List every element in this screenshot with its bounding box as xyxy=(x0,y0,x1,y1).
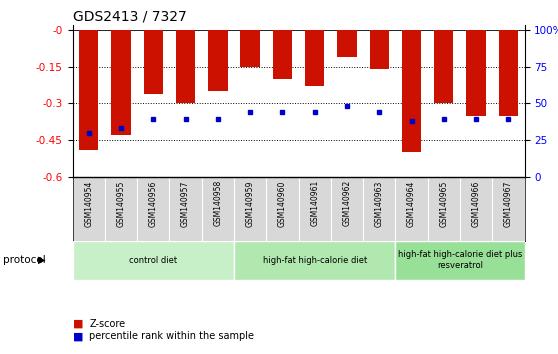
Text: GSM140961: GSM140961 xyxy=(310,180,319,227)
Text: GSM140967: GSM140967 xyxy=(504,180,513,227)
Text: GSM140960: GSM140960 xyxy=(278,180,287,227)
Text: ■: ■ xyxy=(73,331,83,341)
Bar xyxy=(73,241,234,280)
Bar xyxy=(176,30,195,103)
Bar xyxy=(240,30,260,67)
Bar xyxy=(79,30,98,150)
Bar xyxy=(402,30,421,153)
Text: GSM140955: GSM140955 xyxy=(117,180,126,227)
Text: high-fat high-calorie diet: high-fat high-calorie diet xyxy=(263,256,367,265)
Text: GSM140954: GSM140954 xyxy=(84,180,93,227)
Text: GSM140966: GSM140966 xyxy=(472,180,480,227)
Bar xyxy=(234,241,396,280)
Bar xyxy=(466,30,486,116)
Text: GSM140962: GSM140962 xyxy=(343,180,352,227)
Bar xyxy=(369,30,389,69)
Bar xyxy=(305,30,324,86)
Text: GSM140964: GSM140964 xyxy=(407,180,416,227)
Bar xyxy=(396,241,525,280)
Text: GSM140958: GSM140958 xyxy=(213,180,222,227)
Text: GDS2413 / 7327: GDS2413 / 7327 xyxy=(73,10,186,24)
Text: Z-score: Z-score xyxy=(89,319,126,329)
Text: control diet: control diet xyxy=(129,256,177,265)
Text: high-fat high-calorie diet plus
resveratrol: high-fat high-calorie diet plus resverat… xyxy=(398,251,522,270)
Bar xyxy=(208,30,228,91)
Bar xyxy=(111,30,131,135)
Bar xyxy=(337,30,357,57)
Text: GSM140965: GSM140965 xyxy=(439,180,448,227)
Bar xyxy=(499,30,518,116)
Text: GSM140957: GSM140957 xyxy=(181,180,190,227)
Bar xyxy=(143,30,163,93)
Text: percentile rank within the sample: percentile rank within the sample xyxy=(89,331,254,341)
Text: GSM140959: GSM140959 xyxy=(246,180,254,227)
Text: ■: ■ xyxy=(73,319,83,329)
Text: GSM140956: GSM140956 xyxy=(149,180,158,227)
Bar xyxy=(273,30,292,79)
Bar xyxy=(434,30,454,103)
Text: GSM140963: GSM140963 xyxy=(375,180,384,227)
Text: ▶: ▶ xyxy=(38,255,45,265)
Text: protocol: protocol xyxy=(3,255,46,265)
